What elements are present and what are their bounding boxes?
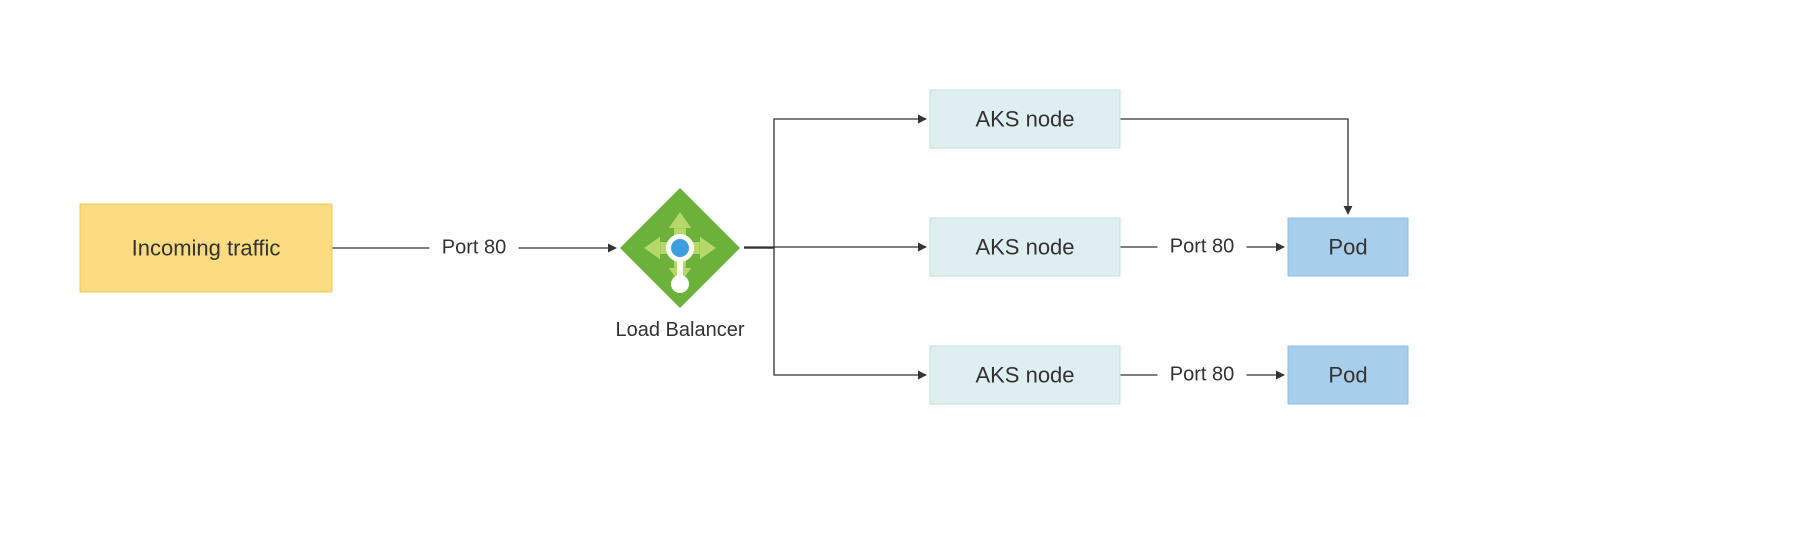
edge-aks3-pod2-label: Port 80	[1170, 363, 1234, 385]
edge-aks1-pod1	[1120, 119, 1348, 214]
edge-lb-aks1	[744, 119, 926, 248]
edge-incoming-lb-label: Port 80	[442, 236, 506, 258]
load-balancer-label: Load Balancer	[616, 319, 745, 341]
incoming-traffic-box-label: Incoming traffic	[132, 236, 281, 261]
pod-2-label: Pod	[1328, 363, 1367, 388]
pod-1-label: Pod	[1328, 235, 1367, 260]
aks-node-1-label: AKS node	[975, 107, 1074, 132]
aks-node-2-label: AKS node	[975, 235, 1074, 260]
aks-node-3-label: AKS node	[975, 363, 1074, 388]
load-balancer-icon	[620, 188, 740, 308]
edge-aks2-pod1-label: Port 80	[1170, 235, 1234, 257]
edge-lb-aks3	[744, 248, 926, 375]
